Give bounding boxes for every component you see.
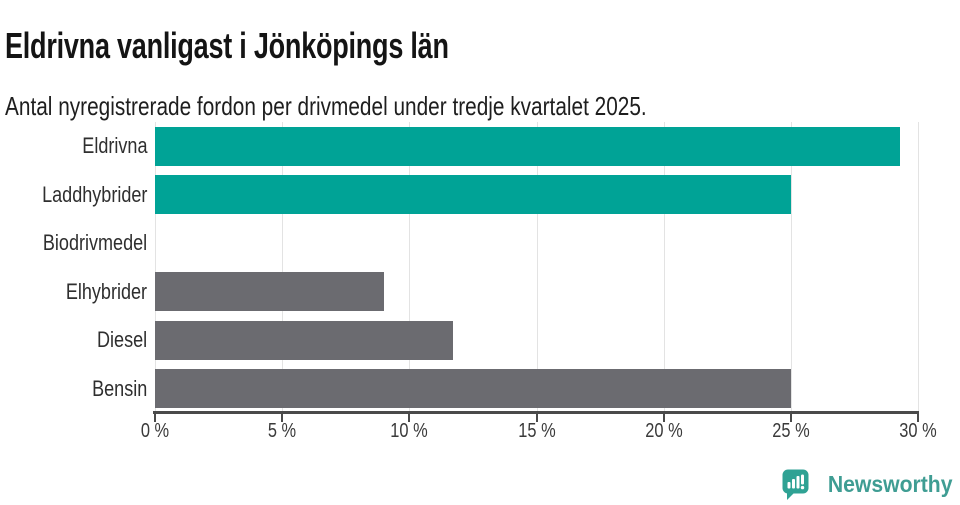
category-row: Laddhybrider	[0, 171, 147, 220]
axis-tick	[408, 414, 411, 422]
axis-tick	[917, 414, 919, 422]
bar-row	[155, 219, 918, 268]
category-label: Diesel	[96, 327, 147, 353]
bar	[155, 320, 453, 360]
bar-rows	[155, 122, 918, 413]
bar-row	[155, 365, 918, 414]
axis-tick	[154, 414, 156, 422]
axis-tick-label: 15 %	[517, 420, 556, 442]
gridline	[918, 122, 919, 413]
category-label: Biodrivmedel	[42, 230, 147, 256]
grid-layer	[155, 122, 919, 413]
category-label: Elhybrider	[65, 278, 147, 304]
axis-tick-label: 25 %	[772, 420, 810, 442]
category-label: Bensin	[91, 375, 147, 401]
y-axis-category-labels: Eldrivna Laddhybrider Biodrivmedel Elhybrid…	[0, 122, 147, 413]
category-label: Laddhybrider	[41, 181, 147, 207]
bar-row	[155, 316, 918, 365]
bar	[155, 175, 791, 215]
bar-row	[155, 268, 918, 317]
bar	[155, 272, 384, 312]
bar	[155, 126, 901, 166]
category-row: Bensin	[0, 365, 147, 414]
axis-tick	[789, 414, 792, 422]
gridline	[536, 122, 538, 413]
axis-tick-label: 10 %	[390, 420, 429, 442]
x-axis-ticks	[154, 414, 919, 423]
gridline	[155, 122, 156, 413]
gridline	[790, 122, 792, 413]
category-row: Biodrivmedel	[0, 219, 147, 268]
axis-tick	[535, 414, 538, 422]
category-row: Eldrivna	[0, 122, 147, 171]
axis-tick-label: 20 %	[644, 420, 683, 442]
axis-tick-label: 5 %	[268, 420, 297, 442]
x-axis-line	[153, 411, 919, 414]
bar-chart-plot-area	[155, 122, 919, 413]
gridline	[663, 122, 665, 413]
category-row: Diesel	[0, 316, 147, 365]
bar-row	[155, 122, 918, 171]
category-row: Elhybrider	[0, 268, 147, 317]
gridline	[409, 122, 411, 413]
bar	[155, 369, 791, 409]
axis-tick	[662, 414, 665, 422]
chart-subtitle: Antal nyregistrerade fordon per drivmede…	[5, 91, 647, 121]
newsworthy-brand-text: Newsworthy	[827, 471, 952, 497]
x-axis-tick-labels: 0 % 5 % 10 % 15 % 20 % 25 % 30 %	[141, 419, 937, 445]
bar-row	[155, 171, 918, 220]
axis-tick-label: 0 %	[140, 420, 170, 442]
newsworthy-logo: Newsworthy	[782, 469, 952, 500]
newsworthy-speech-bubble-icon	[782, 469, 809, 500]
chart-title: Eldrivna vanligast i Jönköpings län	[5, 25, 449, 67]
category-label: Eldrivna	[81, 133, 147, 159]
axis-tick	[281, 414, 284, 422]
axis-tick-label: 30 %	[899, 420, 937, 442]
gridline	[282, 122, 284, 413]
